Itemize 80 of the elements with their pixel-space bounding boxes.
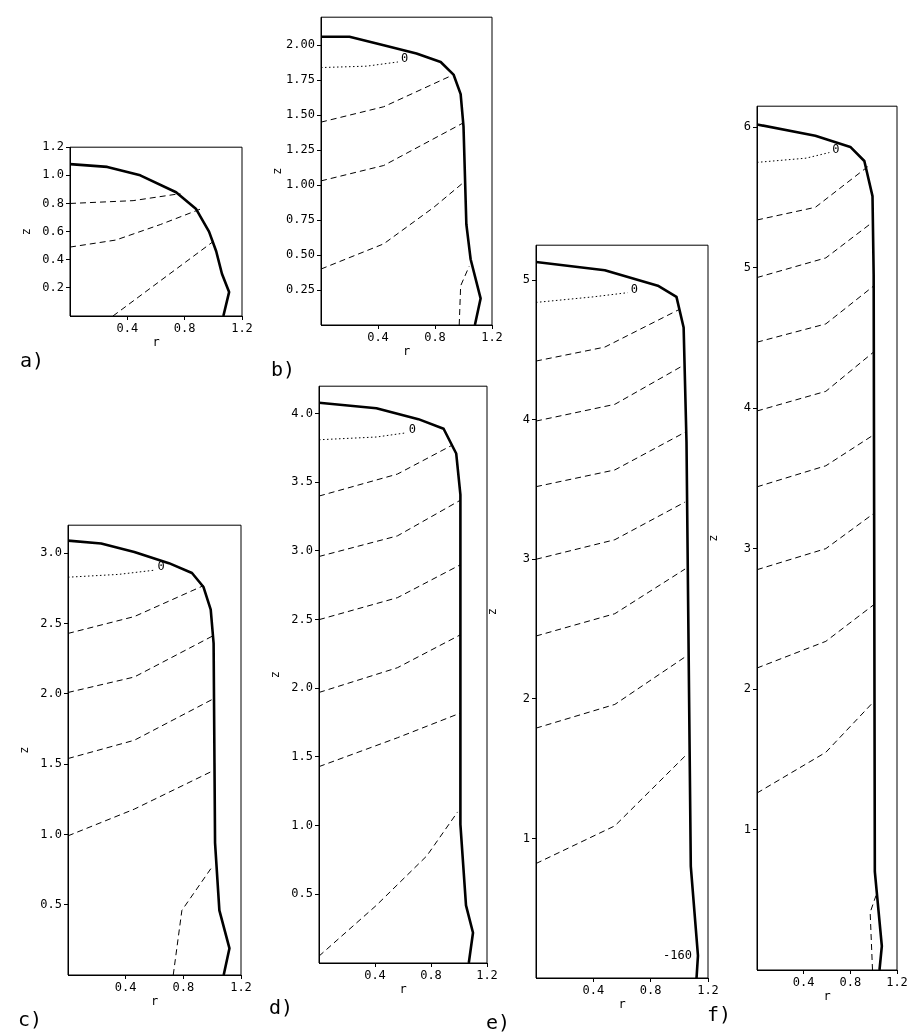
x-tick-label: 0.8: [173, 321, 196, 336]
x-tick-label: 0.4: [367, 330, 389, 345]
x-tick-label: 0.8: [639, 983, 662, 998]
x-tick-label: 1.2: [697, 983, 719, 998]
y-tick-label: 3.0: [40, 545, 62, 560]
y-tick-label: 1: [743, 821, 751, 836]
annotation: 0: [832, 141, 840, 156]
y-tick-label: 2.0: [291, 680, 313, 695]
y-tick-label: 0.8: [42, 195, 64, 210]
x-tick-label: 0.8: [839, 975, 862, 990]
x-axis-title: r: [152, 334, 160, 349]
y-tick-label: 4: [743, 400, 751, 415]
y-axis-title: z: [17, 746, 32, 754]
y-tick-label: 6: [743, 119, 751, 134]
y-axis-title: z: [270, 167, 285, 175]
y-tick-label: 2.0: [40, 686, 62, 700]
x-tick-label: 0.8: [420, 968, 442, 983]
y-tick-label: 0.25: [286, 282, 315, 297]
y-tick-label: 0.2: [42, 279, 64, 294]
x-tick-label: 0.4: [582, 983, 605, 998]
x-tick-label: 1.2: [481, 330, 503, 345]
y-tick-label: 0.4: [42, 251, 64, 266]
text: a): [20, 348, 45, 373]
y-tick-label: 5: [522, 272, 530, 287]
y-tick-label: 3.5: [291, 474, 313, 489]
y-tick-label: 1.00: [286, 177, 315, 192]
y-tick-label: 1.0: [291, 817, 313, 832]
y-tick-label: 0.75: [286, 212, 315, 227]
y-axis-title: z: [268, 670, 283, 679]
x-tick-label: 0.8: [424, 330, 446, 345]
annotation: -160: [663, 947, 692, 962]
y-tick-label: 0.5: [40, 896, 62, 911]
y-tick-label: 2.5: [291, 611, 313, 626]
x-axis-title: r: [402, 343, 411, 358]
y-tick-label: 2: [743, 681, 751, 696]
y-tick-label: 0.50: [286, 247, 315, 262]
annotation: 0: [408, 422, 417, 437]
y-tick-label: 3: [743, 540, 751, 555]
annotation: 0: [400, 51, 409, 66]
y-tick-label: 4.0: [291, 405, 313, 420]
x-tick-label: 1.2: [231, 321, 253, 336]
y-tick-label: 1.5: [40, 756, 62, 771]
text: d): [269, 995, 294, 1020]
x-tick-label: 0.4: [792, 975, 815, 990]
text: f): [707, 1002, 732, 1027]
y-axis-title: z: [485, 607, 500, 616]
y-tick-label: 1: [522, 830, 530, 845]
x-axis-title: r: [823, 988, 831, 1003]
y-tick-label: 1.50: [286, 107, 315, 122]
text: c): [18, 1007, 43, 1032]
y-tick-label: 1.75: [286, 72, 315, 87]
text: b): [271, 357, 296, 382]
y-tick-label: 2.00: [286, 37, 315, 52]
y-tick-label: 0.5: [291, 886, 313, 901]
y-axis-title: z: [19, 227, 34, 236]
x-tick-label: 1.2: [476, 968, 498, 983]
y-tick-label: 1.0: [42, 167, 64, 182]
x-axis-title: r: [399, 981, 407, 996]
y-tick-label: 1.2: [42, 139, 64, 154]
annotation: 0: [630, 281, 638, 296]
x-tick-label: 0.8: [172, 980, 195, 995]
y-tick-label: 1.25: [286, 142, 315, 157]
y-tick-label: 2.5: [40, 615, 62, 630]
x-tick-label: 0.4: [114, 980, 137, 995]
x-tick-label: 1.2: [230, 980, 252, 995]
y-tick-label: 3: [522, 551, 530, 566]
y-tick-label: 0.6: [42, 223, 64, 238]
y-tick-label: 1.5: [291, 749, 313, 764]
y-tick-label: 1.0: [40, 826, 62, 841]
x-axis-title: r: [618, 996, 626, 1011]
y-axis-title: z: [706, 534, 721, 542]
y-tick-label: 5: [743, 259, 751, 274]
x-tick-label: 0.4: [364, 968, 386, 983]
y-tick-label: 4: [522, 411, 530, 426]
text: e): [486, 1010, 511, 1035]
x-tick-label: 1.2: [886, 975, 908, 990]
x-axis-title: r: [150, 993, 159, 1008]
y-tick-label: 2: [522, 690, 530, 705]
y-tick-label: 3.0: [291, 543, 313, 558]
x-tick-label: 0.4: [116, 321, 139, 336]
